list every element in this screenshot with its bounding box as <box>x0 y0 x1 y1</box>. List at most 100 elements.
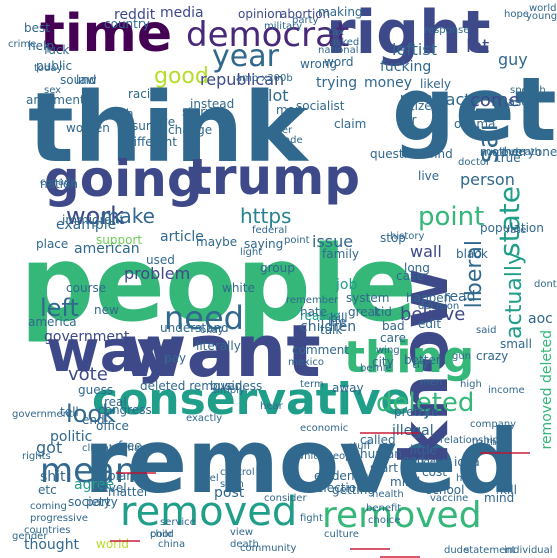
cloud-word-feel: feel <box>200 473 219 484</box>
cloud-word-china: china <box>158 539 186 550</box>
cloud-word-term: term <box>300 379 324 390</box>
cloud-word-sound: sound <box>60 73 97 87</box>
cloud-word-story: story <box>182 105 213 119</box>
cloud-word-need: need <box>164 299 244 337</box>
cloud-word-example: example <box>56 217 117 233</box>
cloud-word-removed-deleted: removed deleted <box>539 330 555 450</box>
cloud-word-population: population <box>480 221 544 235</box>
cloud-word-believe: believe <box>400 304 466 325</box>
cloud-word-abortion: abortion <box>280 7 331 21</box>
cloud-word-based: based <box>500 95 537 109</box>
cloud-word-child: child <box>150 529 174 540</box>
cloud-word-work: work <box>66 202 125 230</box>
cloud-word-instead: instead <box>190 97 235 111</box>
cloud-word-stuff: stuff <box>348 441 371 452</box>
cloud-word-reddit: reddit <box>114 7 156 23</box>
cloud-word-poor: poor <box>150 529 173 540</box>
cloud-word-kid: kid <box>374 305 392 319</box>
cloud-word-left: left <box>40 294 79 322</box>
cloud-word-maybe: maybe <box>196 235 238 249</box>
cloud-word-case: case <box>396 269 424 283</box>
cloud-word-start: start <box>370 461 398 475</box>
cloud-word-literally: literally <box>196 339 241 353</box>
cloud-word-city: city <box>372 355 394 369</box>
cloud-word-saying: saying <box>244 237 284 251</box>
cloud-word-health: health <box>372 489 404 500</box>
cloud-word-pay: pay <box>164 351 187 365</box>
cloud-word-culture: culture <box>324 529 359 540</box>
underline-mark <box>380 556 420 558</box>
cloud-word-law: law <box>76 73 97 87</box>
cloud-word-try: try <box>412 357 429 371</box>
cloud-word-everyone: everyone <box>501 145 557 159</box>
cloud-word-company: company <box>470 419 517 430</box>
cloud-word-kill: kill <box>500 483 517 497</box>
underline-mark <box>480 452 530 454</box>
cloud-word-high: high <box>460 379 482 390</box>
cloud-word-response: response <box>424 25 470 36</box>
cloud-word-different: different <box>126 135 177 149</box>
cloud-word-decision: decision <box>418 301 460 312</box>
cloud-word-government: government <box>44 329 130 345</box>
cloud-word-death: death <box>230 539 259 550</box>
cloud-word-hope: hope <box>504 9 529 20</box>
cloud-word-seen: seen <box>220 479 244 490</box>
cloud-word-asked: asked <box>330 37 360 48</box>
cloud-word-control: control <box>220 467 255 478</box>
cloud-word-hear: hear <box>260 401 283 412</box>
cloud-word-free: free <box>118 439 142 453</box>
cloud-word-look: look <box>66 400 116 428</box>
cloud-word-job: job <box>336 277 358 293</box>
cloud-word-community: community <box>240 543 297 554</box>
cloud-word-simply: simply <box>212 385 245 396</box>
cloud-word-person: person <box>460 170 515 189</box>
cloud-word-dude: dude <box>444 545 470 556</box>
cloud-word-statement: statement <box>464 545 516 556</box>
cloud-word-point: point <box>284 235 310 246</box>
cloud-word-end: end <box>82 413 105 427</box>
cloud-word-nation: nation <box>40 177 78 191</box>
cloud-word-likely: likely <box>420 77 452 91</box>
cloud-word-country: country <box>104 17 150 31</box>
cloud-word-god: god <box>402 453 425 467</box>
cloud-word-wrong: wrong <box>300 57 338 71</box>
cloud-word-used: used <box>146 253 175 267</box>
cloud-word-women: women <box>66 121 110 135</box>
cloud-word-group: group <box>260 261 295 275</box>
cloud-word-federal: federal <box>252 225 288 236</box>
cloud-word-people: people <box>20 223 418 345</box>
cloud-word-income: income <box>488 385 525 396</box>
cloud-word-point: point <box>418 202 485 232</box>
cloud-word-place: place <box>36 237 69 251</box>
cloud-word-great: great <box>348 305 380 319</box>
cloud-word-edit: edit <box>418 317 442 331</box>
cloud-word-school: school <box>426 483 465 497</box>
cloud-word-wall: wall <box>410 242 442 261</box>
cloud-word-benefit: benefit <box>366 503 402 514</box>
cloud-word-comment: comment <box>292 343 350 357</box>
cloud-word-https: https <box>240 204 292 228</box>
cloud-word-support: support <box>96 233 143 247</box>
cloud-word-change: change <box>168 123 213 137</box>
cloud-word-time: time <box>40 4 173 64</box>
cloud-word-guy: guy <box>498 50 528 69</box>
cloud-word-post: post <box>214 485 245 501</box>
cloud-word-argument: argument <box>26 93 85 107</box>
cloud-word-history: history <box>390 231 425 242</box>
cloud-word-pretty: pretty <box>394 405 431 419</box>
cloud-word-media: media <box>160 5 204 21</box>
cloud-word-hate: hate <box>300 305 328 319</box>
cloud-word-answer: answer <box>256 125 293 136</box>
cloud-word-removed: removed <box>84 410 520 513</box>
cloud-word-called: called <box>360 433 396 447</box>
cloud-word-vaccine: vaccine <box>430 493 469 504</box>
cloud-word-new: new <box>94 303 119 317</box>
cloud-word-claim: claim <box>334 117 367 131</box>
cloud-word-mean: mean <box>40 451 137 491</box>
cloud-word-want: want <box>120 309 321 393</box>
cloud-word-system: system <box>346 291 390 305</box>
cloud-word-military: military <box>264 21 303 32</box>
cloud-word-talk: talk <box>320 323 343 337</box>
cloud-word-leftist: leftist <box>392 40 437 59</box>
cloud-word-fucking: fucking <box>380 59 432 75</box>
